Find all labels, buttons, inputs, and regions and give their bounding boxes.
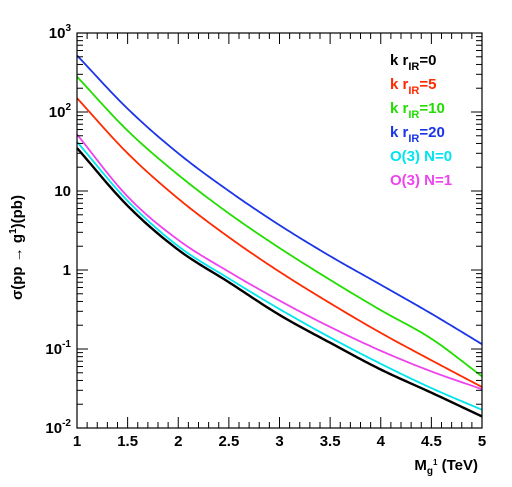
series-line xyxy=(76,76,483,378)
series-line xyxy=(76,147,483,418)
series-line xyxy=(76,141,483,411)
legend-entry: k rIR=20 xyxy=(390,124,445,145)
legend-entry: O(3) N=1 xyxy=(390,172,452,189)
y-tick-label: 10-1 xyxy=(45,339,71,358)
x-tick-label: 5 xyxy=(478,433,486,450)
y-tick-label: 103 xyxy=(49,23,72,42)
x-axis-label: Mg1 (TeV) xyxy=(414,457,478,477)
x-tick-label: 4.5 xyxy=(421,433,442,450)
y-tick-label: 102 xyxy=(49,102,72,121)
y-tick-label: 10 xyxy=(54,183,71,200)
x-tick-label: 2.5 xyxy=(218,433,239,450)
legend-entry: k rIR=10 xyxy=(390,100,445,121)
x-axis: 1 1.5 2 2.5 3 3.5 4 4.5 5 xyxy=(73,33,486,450)
series-curves xyxy=(76,54,483,418)
y-axis-label: σ(pp → g1)(pb) xyxy=(8,195,26,300)
legend-entry: O(3) N=0 xyxy=(390,148,452,165)
legend-entry: k rIR=5 xyxy=(390,76,436,97)
x-tick-label: 2 xyxy=(174,433,182,450)
x-tick-label: 1.5 xyxy=(117,433,138,450)
y-tick-label: 10-2 xyxy=(45,418,71,437)
series-line xyxy=(76,133,483,391)
series-line xyxy=(76,54,483,345)
series-line xyxy=(76,97,483,388)
y-tick-label: 1 xyxy=(63,262,71,279)
x-tick-label: 3 xyxy=(275,433,283,450)
y-axis: 10-2 10-1 1 10 102 103 xyxy=(45,23,482,437)
legend-entry: k rIR=0 xyxy=(390,52,436,73)
x-tick-label: 3.5 xyxy=(320,433,341,450)
x-tick-label: 4 xyxy=(377,433,386,450)
x-tick-label: 1 xyxy=(73,433,81,450)
legend: k rIR=0 k rIR=5 k rIR=10 k rIR=20 O(3) N=0 O(… xyxy=(390,52,452,189)
